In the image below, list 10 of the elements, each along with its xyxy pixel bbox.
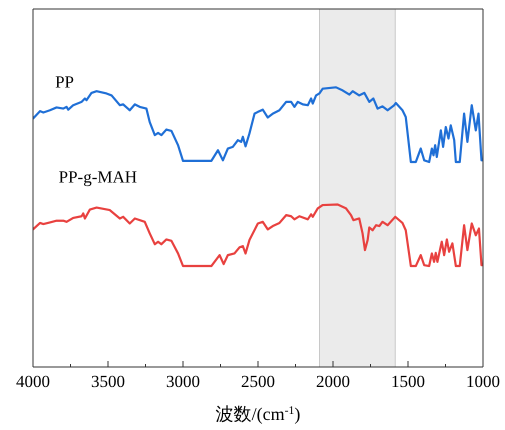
series-label: PP <box>55 72 74 92</box>
x-tick-label: 3500 <box>91 372 125 391</box>
x-axis-title: 波数/(cm$^{-1}$) <box>216 404 300 424</box>
x-tick-label: 3000 <box>166 372 200 391</box>
x-tick-label: 2000 <box>316 372 350 391</box>
x-tick-label: 2500 <box>241 372 275 391</box>
x-tick-label: 1000 <box>466 372 500 391</box>
series-label: PP-g-MAH <box>58 168 138 187</box>
x-tick-label: 1500 <box>391 372 425 391</box>
x-tick-label: 4000 <box>16 372 50 391</box>
